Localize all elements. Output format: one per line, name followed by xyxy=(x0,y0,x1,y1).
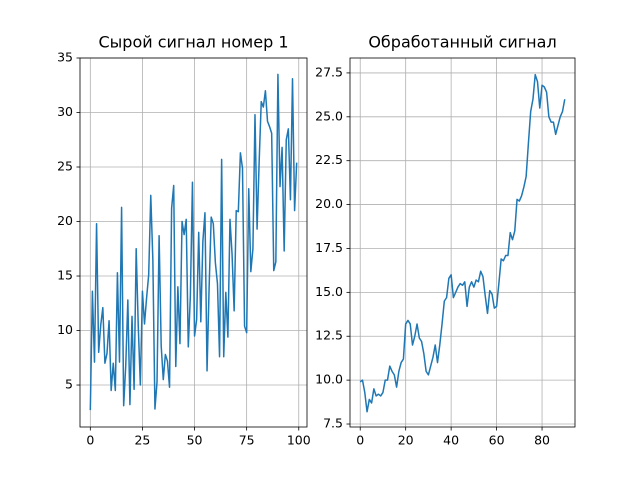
x-tick-label: 0 xyxy=(356,433,364,448)
y-tick-label: 30 xyxy=(57,104,73,119)
x-tick-label: 40 xyxy=(443,433,459,448)
x-tick-label: 50 xyxy=(187,433,203,448)
y-tick-label: 25 xyxy=(57,159,73,174)
x-tick-label: 20 xyxy=(398,433,414,448)
y-tick-label: 25.0 xyxy=(315,108,343,123)
x-tick-label: 0 xyxy=(86,433,94,448)
y-tick-label: 22.5 xyxy=(315,152,343,167)
x-tick-label: 100 xyxy=(287,433,311,448)
chart-title: Обработанный сигнал xyxy=(368,33,556,52)
y-tick-label: 20.0 xyxy=(315,196,343,211)
y-tick-label: 5 xyxy=(65,377,73,392)
subplot: Обработанный сигнал 0 20 40 60 80 7.5 10.0 12.5 1… xyxy=(315,33,576,448)
y-tick-label: 10.0 xyxy=(315,372,343,387)
axes-frame xyxy=(79,57,308,428)
x-tick-label: 25 xyxy=(134,433,150,448)
y-tick-label: 12.5 xyxy=(315,328,343,343)
signal-line xyxy=(359,73,566,413)
x-tick-label: 75 xyxy=(239,433,255,448)
y-tick-label: 17.5 xyxy=(315,240,343,255)
y-tick-label: 27.5 xyxy=(315,64,343,79)
chart-title: Сырой сигнал номер 1 xyxy=(99,33,289,52)
signal-line xyxy=(89,73,298,411)
y-tick-label: 7.5 xyxy=(323,416,343,431)
y-tick-label: 15 xyxy=(57,268,73,283)
y-tick-label: 10 xyxy=(57,322,73,337)
y-tick-label: 20 xyxy=(57,213,73,228)
y-tick-label: 35 xyxy=(57,50,73,65)
y-tick-label: 15.0 xyxy=(315,284,343,299)
axes-frame xyxy=(349,57,576,428)
x-tick-label: 60 xyxy=(489,433,505,448)
x-tick-label: 80 xyxy=(534,433,550,448)
subplot: Сырой сигнал номер 1 0 25 50 75 100 5 10 15 20 25 3… xyxy=(57,33,311,448)
